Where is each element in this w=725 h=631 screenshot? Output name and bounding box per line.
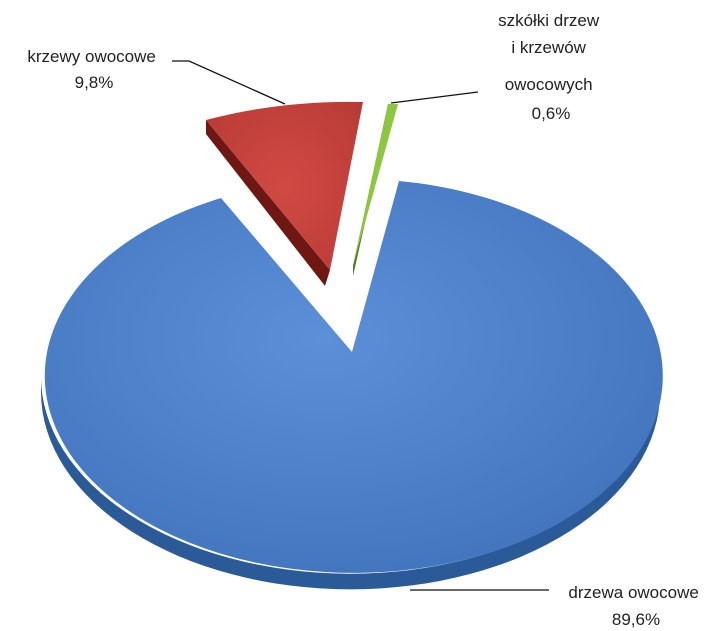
- slice-szkolki-top: [353, 104, 398, 266]
- slice-szkolki: [353, 104, 398, 276]
- label-szkolki-value: 0,6%: [532, 104, 571, 123]
- slice-krzewy-top: [206, 101, 363, 271]
- slice-drzewa-owocowe: [40, 181, 663, 590]
- leader-line-krzewy: [172, 60, 286, 105]
- label-krzewy-owocowe: krzewy owocowe 9,8%: [27, 47, 160, 92]
- slice-drzewa-top: [44, 181, 663, 573]
- slice-krzewy-side: [206, 120, 330, 286]
- label-szkolki-line1: szkółki drzew: [498, 11, 600, 30]
- label-drzewa-owocowe: drzewa owocowe 89,6%: [568, 583, 703, 629]
- slice-krzewy-owocowe: [206, 101, 363, 286]
- label-szkolki: szkółki drzew i krzewów owocowych 0,6%: [498, 11, 604, 123]
- label-szkolki-line2: i krzewów: [511, 38, 586, 57]
- label-drzewa-value: 89,6%: [612, 610, 660, 629]
- leader-line-szkolki: [390, 91, 479, 104]
- label-drzewa-name: drzewa owocowe: [568, 583, 698, 602]
- label-krzewy-value: 9,8%: [75, 73, 114, 92]
- label-szkolki-line3: owocowych: [505, 75, 593, 94]
- label-krzewy-name: krzewy owocowe: [27, 47, 156, 66]
